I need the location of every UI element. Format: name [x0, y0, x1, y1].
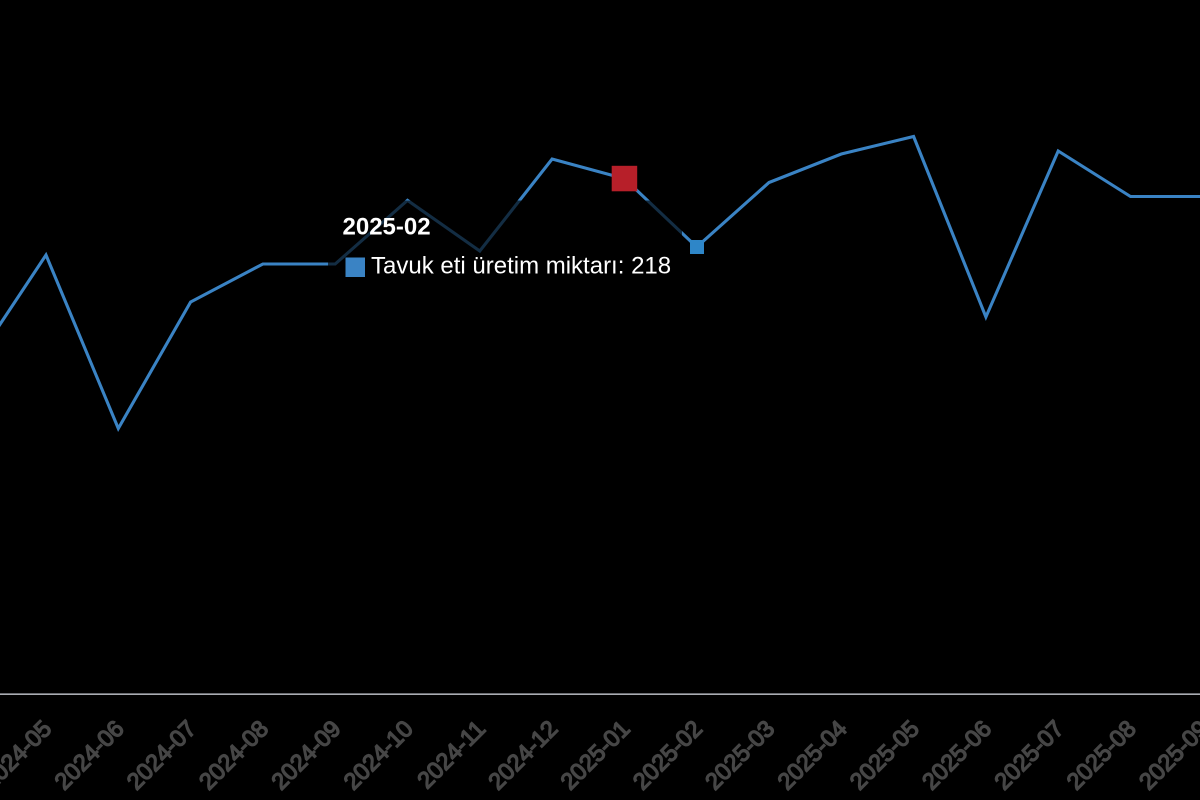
svg-text:Tavuk eti üretim miktarı: 218: Tavuk eti üretim miktarı: 218: [371, 253, 671, 280]
svg-text:2025-02: 2025-02: [343, 213, 431, 240]
